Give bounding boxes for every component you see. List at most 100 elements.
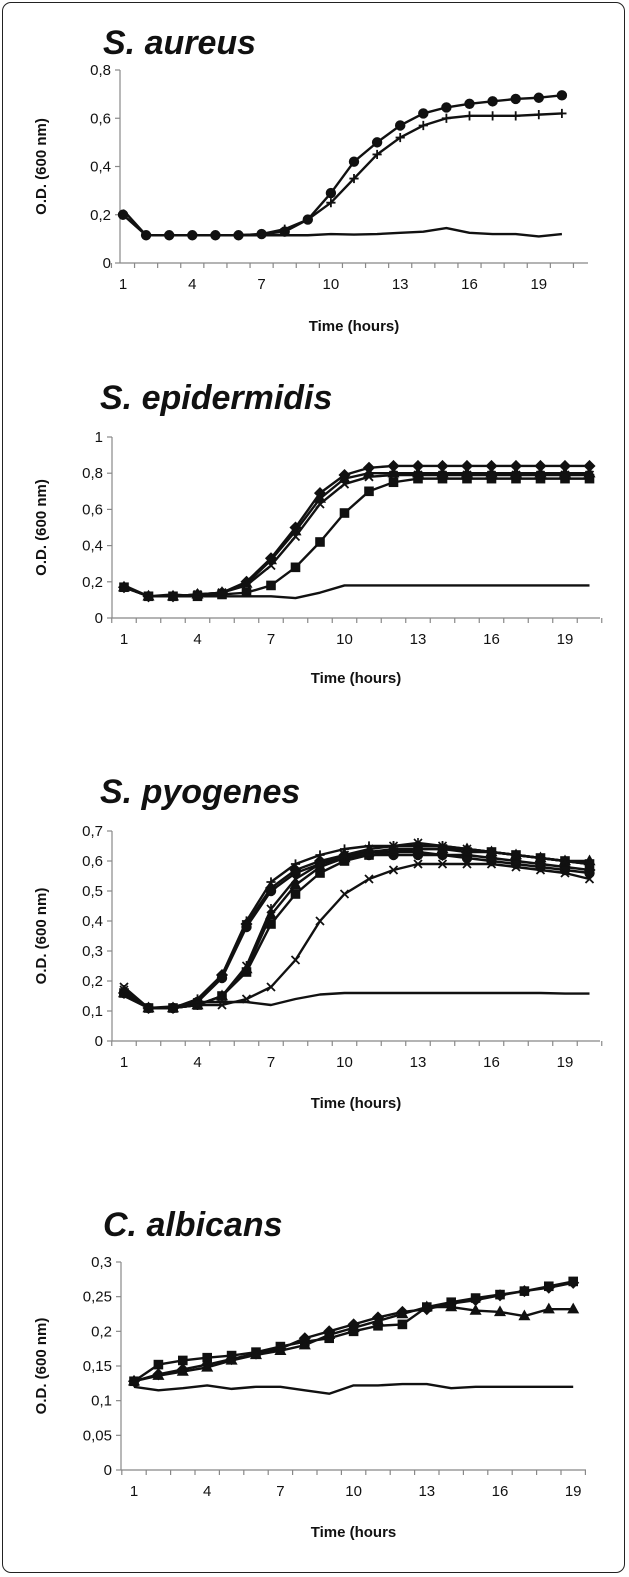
data-point-x	[462, 859, 472, 869]
series-plus	[118, 108, 567, 240]
data-point-asterisk	[364, 844, 374, 854]
data-point-triangle	[298, 1338, 311, 1350]
y-tick-label: 0,2	[90, 207, 111, 224]
data-point-plus	[315, 850, 325, 860]
data-point-asterisk	[388, 841, 399, 851]
series-square	[119, 473, 595, 602]
data-point-asterisk	[217, 991, 227, 1001]
y-tick-label: 0,3	[91, 1254, 112, 1271]
x-axis-title: Time (hours	[311, 1524, 397, 1541]
series-line	[123, 473, 590, 598]
data-point-square	[584, 473, 595, 484]
series-line	[122, 209, 563, 238]
data-point-asterisk	[437, 841, 448, 851]
data-point-x	[413, 859, 423, 869]
y-axis-title: O.D. (600 nm)	[33, 888, 50, 985]
data-point-square	[315, 537, 325, 547]
data-point-x	[511, 862, 521, 872]
series-line	[123, 472, 590, 598]
series-line	[123, 584, 590, 600]
x-tick-label: 7	[276, 1483, 284, 1500]
data-point-plus	[266, 877, 276, 887]
x-tick-label: 13	[392, 276, 409, 293]
data-point-x	[315, 916, 325, 926]
x-tick-label: 10	[336, 1054, 353, 1071]
data-point-x	[364, 874, 374, 884]
data-point-diamond	[493, 1289, 507, 1302]
data-point-x	[560, 868, 570, 878]
y-tick-label: 0,2	[82, 574, 103, 591]
y-tick-label: 0,05	[83, 1427, 112, 1444]
data-point-square	[339, 508, 350, 518]
series-line	[123, 464, 590, 598]
series-triangle	[117, 466, 596, 601]
data-point-x	[535, 865, 546, 875]
data-point-x	[339, 479, 350, 489]
data-point-circle	[533, 92, 545, 103]
data-point-asterisk	[266, 904, 276, 914]
y-tick-label: 0,4	[90, 159, 111, 176]
data-point-square	[217, 589, 227, 600]
data-point-plus	[488, 111, 498, 121]
data-point-square	[397, 1319, 408, 1330]
data-point-x	[119, 982, 129, 992]
y-tick-label: 0,6	[82, 853, 103, 870]
data-point-triangle	[493, 1305, 507, 1317]
x-tick-label: 4	[203, 1483, 211, 1500]
x-tick-label: 10	[323, 276, 340, 293]
x-axis-title: Time (hours)	[311, 1095, 402, 1112]
x-tick-label: 1	[130, 1483, 138, 1500]
x-axis-title: Time (hours)	[311, 670, 402, 687]
series-x	[119, 470, 595, 601]
data-point-triangle	[396, 1307, 409, 1319]
data-point-triangle	[518, 1309, 531, 1321]
data-point-square	[290, 562, 301, 573]
data-point-triangle	[249, 1348, 263, 1360]
data-point-x	[339, 889, 350, 899]
data-point-asterisk	[584, 859, 595, 869]
series-line	[123, 847, 590, 1010]
y-tick-label: 0,4	[82, 913, 103, 930]
data-point-square	[388, 477, 399, 488]
data-point-square	[168, 591, 178, 602]
y-tick-label: 0,3	[82, 943, 103, 960]
chart-panel: S. epidermidis 0 0,2 0,4 0,6 0,8 1 1 4 7 10 13 16 19 T…	[33, 379, 603, 687]
data-point-plus	[257, 229, 267, 239]
x-tick-label: 7	[267, 1054, 275, 1071]
data-point-square	[413, 473, 423, 484]
data-point-circle	[241, 921, 252, 933]
series-none	[122, 209, 563, 238]
data-point-circle	[395, 120, 406, 131]
data-point-triangle	[274, 1344, 287, 1355]
data-point-triangle	[313, 492, 327, 503]
data-point-asterisk	[486, 847, 497, 857]
x-tick-label: 10	[336, 631, 353, 648]
data-point-square	[266, 580, 276, 591]
chart-panel: S. aureus 0 0,2 0,4 0,6 0,8 1 4 7 10 13 16 19 Time (h…	[33, 24, 588, 335]
data-point-diamond	[542, 1281, 555, 1294]
data-point-x	[437, 859, 448, 869]
y-axis-title: O.D. (600 nm)	[33, 1318, 50, 1415]
series-circle	[118, 849, 595, 1014]
data-point-asterisk	[462, 844, 472, 854]
chart-title: S. epidermidis	[100, 379, 332, 417]
data-point-square	[486, 473, 497, 484]
data-point-circle	[464, 98, 475, 109]
data-point-triangle	[225, 1353, 238, 1365]
series-line	[123, 477, 590, 598]
x-tick-label: 4	[193, 1054, 201, 1071]
data-point-circle	[371, 137, 383, 148]
series-square	[119, 844, 595, 1013]
data-point-plus	[372, 149, 382, 160]
data-point-square	[535, 473, 546, 484]
chart-title: S. aureus	[103, 24, 256, 62]
y-tick-label: 0,2	[82, 973, 103, 990]
data-point-circle	[510, 93, 521, 105]
data-point-x	[290, 955, 301, 965]
data-point-circle	[556, 90, 568, 101]
data-point-asterisk	[241, 961, 252, 971]
data-point-square	[178, 1355, 188, 1366]
data-point-x	[315, 499, 325, 509]
x-axis-title: Time (hours)	[309, 318, 400, 335]
